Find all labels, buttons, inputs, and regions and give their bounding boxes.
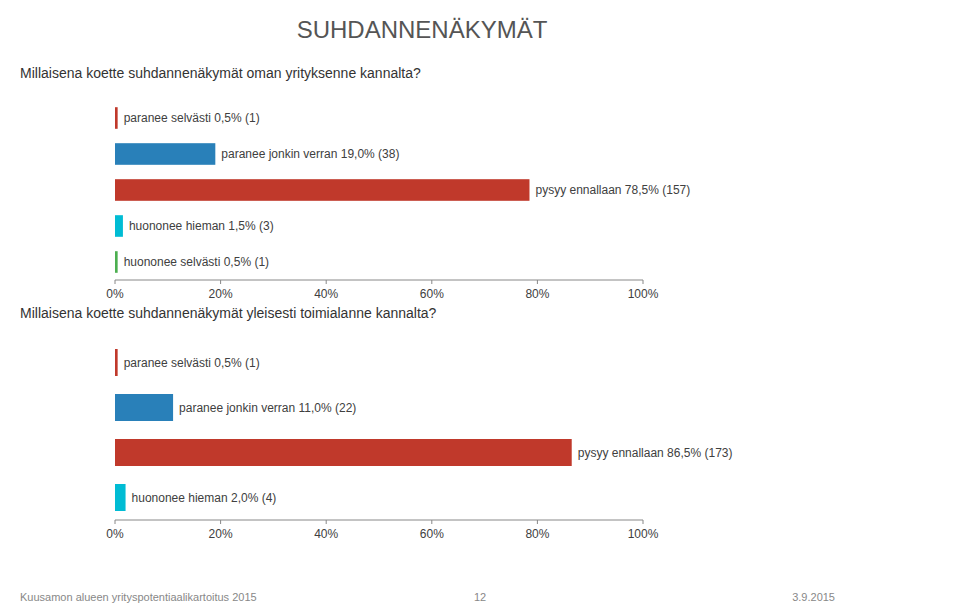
x-tick — [431, 280, 432, 284]
x-tick-label: 0% — [106, 287, 124, 301]
bar — [115, 394, 173, 421]
category-label: huononee hieman 1,5% (3) — [129, 219, 274, 233]
plot-area — [115, 107, 529, 273]
bar — [115, 251, 118, 273]
category-label: huononee hieman 2,0% (4) — [132, 491, 277, 505]
category-label: paranee selvästi 0,5% (1) — [124, 111, 260, 125]
category-label: huononee selvästi 0,5% (1) — [124, 255, 269, 269]
bar — [115, 484, 126, 511]
category-label: pysyy ennallaan 86,5% (173) — [578, 446, 733, 460]
x-tick — [326, 280, 327, 284]
x-tick-label: 80% — [525, 287, 549, 301]
x-axis-line — [115, 280, 643, 281]
plot-area — [115, 349, 572, 511]
question-text: Millaisena koette suhdannenäkymät yleise… — [20, 305, 437, 321]
x-axis-line — [115, 520, 643, 521]
category-label: paranee jonkin verran 11,0% (22) — [179, 401, 356, 415]
category-label: paranee selvästi 0,5% (1) — [124, 356, 260, 370]
chart-title: SUHDANNENÄKYMÄT — [297, 16, 548, 43]
x-tick-label: 40% — [314, 527, 338, 541]
bars — [115, 107, 529, 273]
x-tick-label: 0% — [106, 527, 124, 541]
bar — [115, 107, 118, 129]
bar — [115, 439, 572, 466]
x-tick-label: 100% — [628, 527, 659, 541]
x-tick-label: 60% — [420, 527, 444, 541]
x-tick — [220, 280, 221, 284]
x-tick-label: 100% — [628, 287, 659, 301]
chart-canvas: SUHDANNENÄKYMÄT Millaisena koette suhdann… — [0, 0, 960, 613]
x-tick — [431, 520, 432, 524]
x-tick — [220, 520, 221, 524]
x-tick — [115, 280, 116, 284]
category-label: paranee jonkin verran 19,0% (38) — [221, 147, 399, 161]
footer-text: 12 — [474, 591, 486, 603]
x-tick — [643, 280, 644, 284]
x-tick-label: 20% — [209, 287, 233, 301]
bar — [115, 143, 215, 165]
bar — [115, 179, 529, 201]
bar — [115, 215, 123, 237]
x-tick-label: 40% — [314, 287, 338, 301]
bars — [115, 349, 572, 511]
x-tick-label: 80% — [525, 527, 549, 541]
x-tick — [537, 520, 538, 524]
footer-text: 3.9.2015 — [792, 591, 835, 603]
x-tick — [115, 520, 116, 524]
question-text: Millaisena koette suhdannenäkymät oman y… — [20, 65, 421, 81]
x-tick — [643, 520, 644, 524]
x-tick — [326, 520, 327, 524]
footer-text: Kuusamon alueen yrityspotentiaalikartoit… — [20, 591, 257, 603]
bar — [115, 349, 118, 376]
x-tick-label: 60% — [420, 287, 444, 301]
x-tick — [537, 280, 538, 284]
x-tick-label: 20% — [209, 527, 233, 541]
category-label: pysyy ennallaan 78,5% (157) — [535, 183, 690, 197]
